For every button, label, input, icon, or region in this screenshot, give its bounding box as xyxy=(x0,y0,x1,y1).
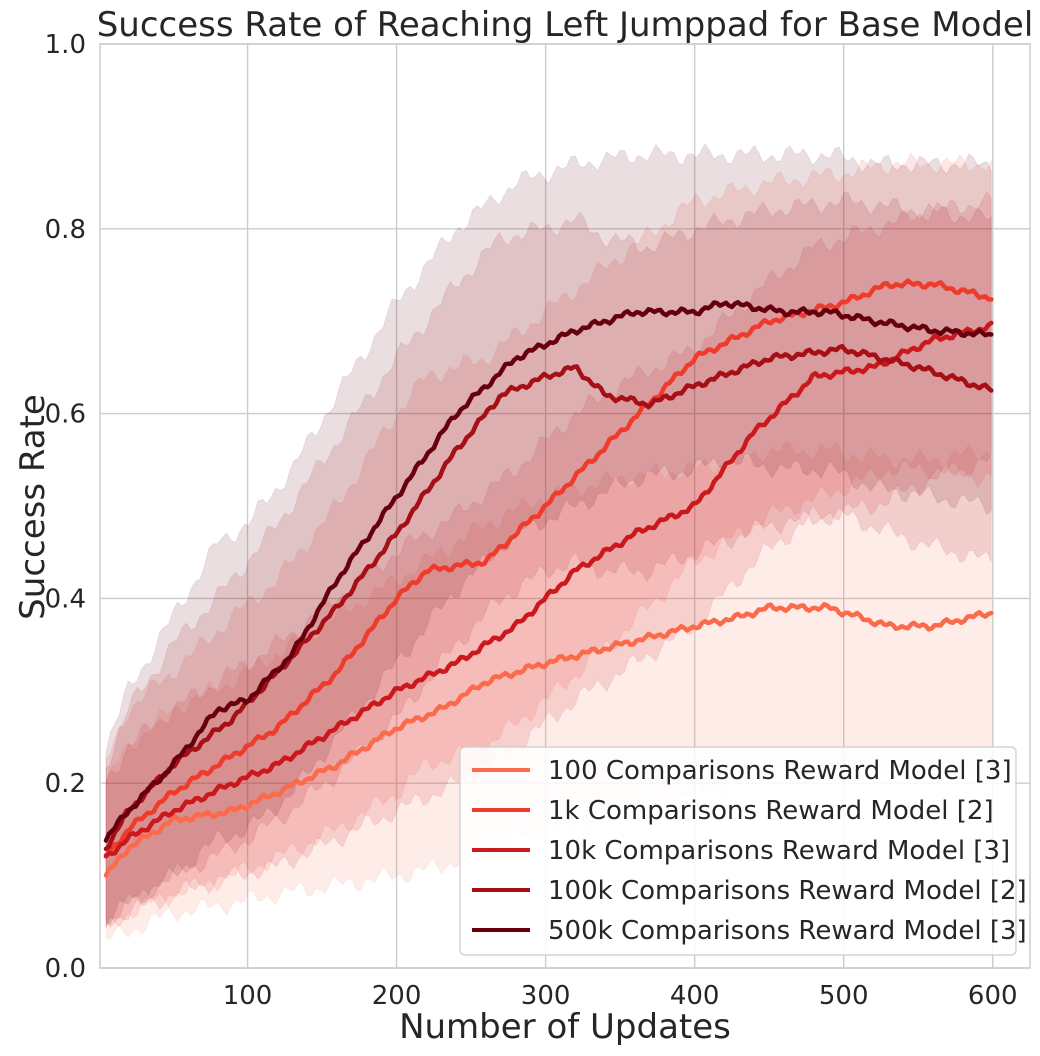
y-tick-label: 0.4 xyxy=(45,584,86,614)
series-line xyxy=(103,278,994,858)
y-tick-label: 0.8 xyxy=(45,215,86,245)
x-tick-label: 600 xyxy=(968,981,1018,1011)
x-tick-label: 200 xyxy=(372,981,422,1011)
legend-item: 10k Comparisons Reward Model [3] xyxy=(472,836,1010,866)
legend: 100 Comparisons Reward Model [3] 1k Compa… xyxy=(459,746,1027,956)
plot-frame xyxy=(99,43,1031,969)
legend-item: 1k Comparisons Reward Model [2] xyxy=(472,796,994,826)
series-lines xyxy=(103,278,994,878)
x-tick-label: 300 xyxy=(521,981,571,1011)
series-line xyxy=(103,320,994,859)
y-tick-label: 0.0 xyxy=(45,954,86,984)
legend-label: 10k Comparisons Reward Model [3] xyxy=(548,836,1010,866)
confidence-bands xyxy=(105,142,992,941)
legend-label: 500k Comparisons Reward Model [3] xyxy=(548,916,1027,946)
series-line xyxy=(103,300,994,843)
chart-title: Success Rate of Reaching Left Jumppad fo… xyxy=(97,5,1034,45)
series-line xyxy=(103,343,994,852)
y-tick-label: 0.6 xyxy=(45,400,86,430)
legend-box xyxy=(459,746,1017,956)
legend-label: 1k Comparisons Reward Model [2] xyxy=(548,796,994,826)
legend-item: 500k Comparisons Reward Model [3] xyxy=(472,916,1027,946)
legend-label: 100k Comparisons Reward Model [2] xyxy=(548,876,1027,906)
legend-item: 100k Comparisons Reward Model [2] xyxy=(472,876,1027,906)
y-axis-label: Success Rate xyxy=(13,394,53,620)
y-tick-label: 0.2 xyxy=(45,769,86,799)
x-axis-label: Number of Updates xyxy=(399,1007,731,1047)
confidence-band xyxy=(105,190,992,928)
confidence-band xyxy=(105,142,992,926)
x-tick-label: 100 xyxy=(223,981,273,1011)
legend-label: 100 Comparisons Reward Model [3] xyxy=(548,756,1012,786)
tick-labels: 100 200 300 400 500 600 0.0 0.2 0.4 0.6 0.8 1.0 xyxy=(45,30,1018,1011)
x-tick-label: 400 xyxy=(670,981,720,1011)
legend-item: 100 Comparisons Reward Model [3] xyxy=(472,756,1012,786)
confidence-band xyxy=(105,191,992,929)
series-line xyxy=(103,602,994,878)
y-tick-label: 1.0 xyxy=(45,30,86,60)
x-tick-label: 500 xyxy=(819,981,869,1011)
